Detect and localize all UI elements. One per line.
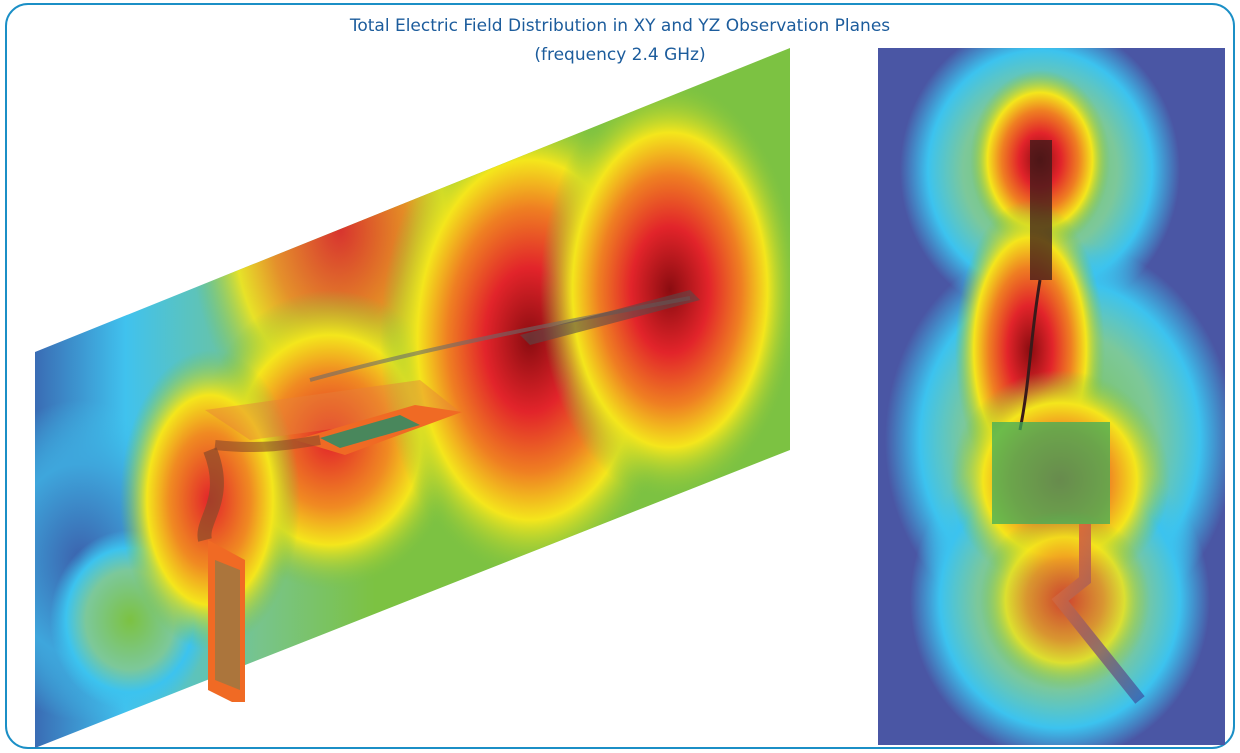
figure: Total Electric Field Distribution in XY …: [0, 0, 1240, 753]
yz-plane: [878, 20, 1235, 753]
subtitle: (frequency 2.4 GHz): [534, 45, 705, 65]
title: Total Electric Field Distribution in XY …: [349, 16, 890, 36]
page: Total Electric Field Distribution in XY …: [0, 0, 1240, 753]
